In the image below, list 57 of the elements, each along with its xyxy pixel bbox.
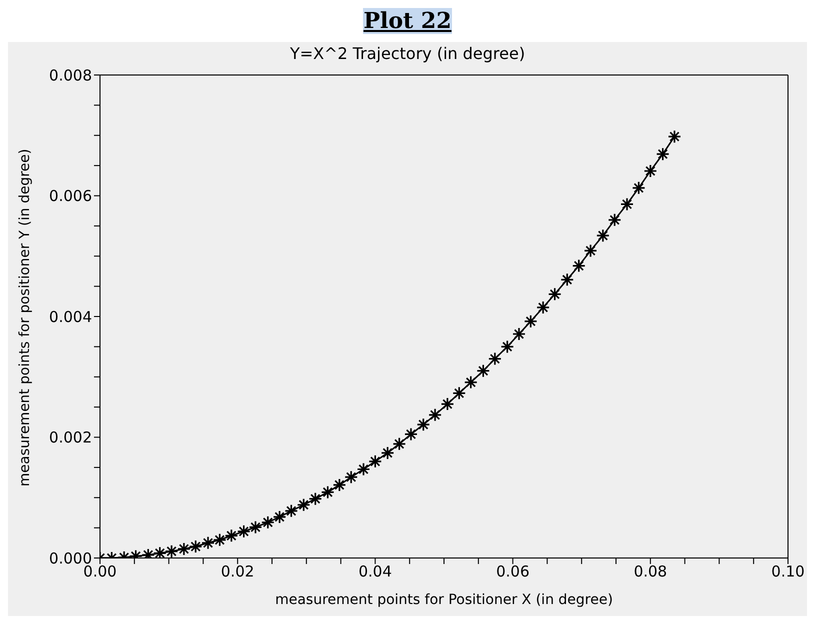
point [332, 478, 346, 492]
point [572, 258, 586, 273]
point [476, 364, 490, 378]
chart-subtitle: Y=X^2 Trajectory (in degree) [288, 43, 526, 65]
y-tick-label: 0.006 [49, 187, 92, 206]
point [404, 427, 418, 442]
point [620, 197, 634, 212]
point [488, 352, 502, 366]
x-tick-label: 0.00 [83, 562, 117, 581]
point [668, 130, 682, 144]
point [644, 164, 658, 178]
y-axis-title: measurement points for positioner Y (in degree) [16, 148, 33, 486]
point [392, 437, 406, 451]
point [284, 504, 298, 518]
point [212, 533, 227, 547]
x-tick-label: 0.10 [771, 562, 805, 581]
point [464, 376, 478, 390]
point [452, 386, 466, 400]
point [177, 542, 191, 556]
point [608, 213, 622, 227]
point [440, 397, 454, 411]
point [308, 492, 322, 506]
y-tick-label: 0.004 [49, 308, 92, 326]
point [344, 470, 358, 484]
point [356, 462, 370, 476]
point [596, 228, 610, 242]
chart-title: Plot 22 [363, 8, 452, 34]
point [368, 454, 382, 468]
x-tick-label: 0.02 [220, 562, 254, 581]
point [320, 485, 335, 499]
point [548, 287, 562, 301]
point [188, 540, 202, 554]
point [296, 498, 310, 512]
point [201, 536, 215, 550]
point [416, 418, 430, 432]
y-tick-label: 0.008 [49, 66, 92, 84]
point [536, 300, 550, 314]
x-tick-label: 0.08 [634, 562, 668, 581]
point [512, 327, 526, 341]
point [380, 446, 394, 460]
point [261, 516, 275, 530]
point [428, 408, 442, 422]
point [584, 244, 598, 258]
point [224, 528, 238, 542]
point [656, 147, 670, 161]
x-tick-label: 0.04 [358, 562, 392, 581]
point [560, 272, 574, 286]
point [524, 314, 538, 328]
point [500, 340, 514, 354]
point [272, 510, 286, 524]
y-tick-label: 0.002 [49, 428, 92, 447]
x-axis-title: measurement points for Positioner X (in degree) [275, 592, 613, 608]
x-tick-label: 0.06 [496, 562, 530, 581]
point [248, 520, 262, 534]
point [153, 546, 167, 558]
point [236, 524, 251, 538]
point [632, 181, 646, 195]
